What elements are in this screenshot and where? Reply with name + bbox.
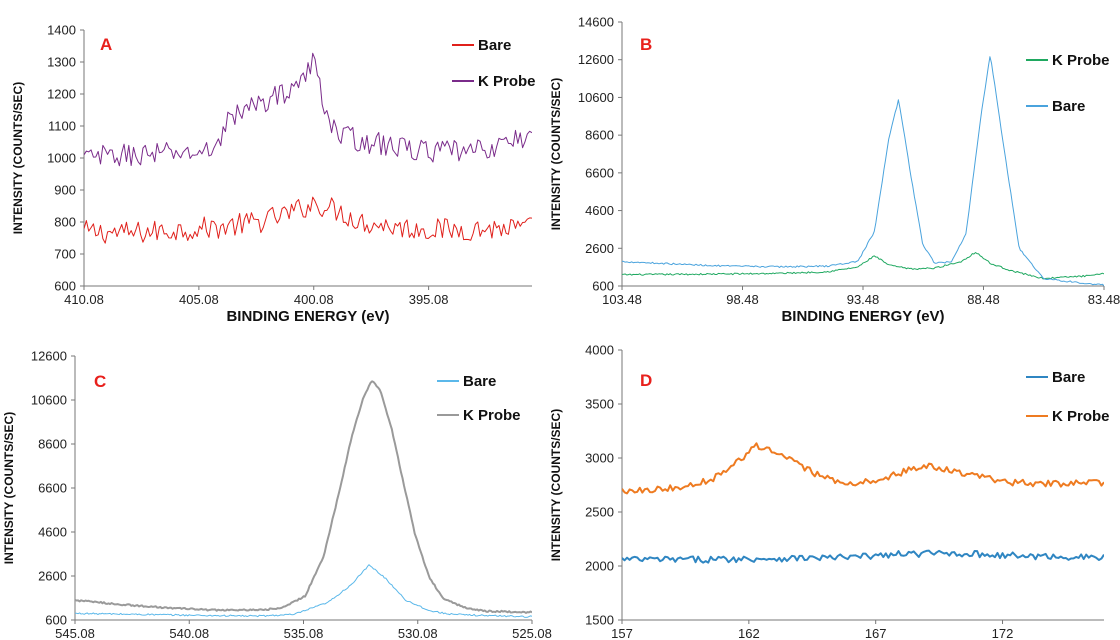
panel-letter: B [640,35,652,54]
panel-letter: C [94,372,106,391]
x-tick-label: 395.08 [409,292,449,307]
x-tick-label: 83.48 [1088,292,1120,307]
y-tick-label: 4000 [585,343,614,358]
chart-panel-C: 600 2600 4600 6600 8600 10600 12600 545.08 540.0… [2,349,552,640]
y-tick-label: 6600 [38,481,67,496]
y-tick-label: 1400 [47,23,76,38]
y-tick-label: 2600 [585,241,614,256]
chart-panel-D: 150020002500300035004000157162167172BIND… [549,343,1110,640]
y-tick-label: 1500 [585,613,614,628]
y-tick-label: 2600 [38,569,67,584]
series-line-k-probe [75,380,532,614]
x-tick-label: 93.48 [847,292,880,307]
x-tick-label: 540.08 [169,626,209,640]
y-tick-label: 2500 [585,505,614,520]
y-tick-label: 800 [54,215,76,230]
y-tick-label: 1300 [47,55,76,70]
x-tick-label: 88.48 [967,292,1000,307]
x-tick-label: 172 [992,626,1014,640]
legend-label: K Probe [1052,408,1110,425]
legend-label: K Probe [463,407,521,424]
legend-label: Bare [478,37,511,54]
y-tick-label: 8600 [585,128,614,143]
legend-label: Bare [463,373,496,390]
x-tick-label: 535.08 [284,626,324,640]
y-tick-label: 600 [592,279,614,294]
series-line-bare [622,56,1104,287]
series-line-bare [75,564,532,618]
chart-panel-B: 600 2600 4600 6600 8600 10600 12600 14600 103.48… [549,15,1120,326]
y-axis-title: INTENSITY (COUNTS/SEC) [549,78,563,230]
y-tick-label: 1100 [48,119,76,134]
y-tick-label: 14600 [578,15,614,30]
y-tick-label: 600 [54,279,76,294]
x-tick-label: 410.08 [64,292,104,307]
x-tick-label: 167 [865,626,887,640]
x-axis-title: BINDING ENERGY (eV) [781,308,944,325]
legend-label: K Probe [478,73,536,90]
x-axis-title: BINDING ENERGY (eV) [226,308,389,325]
x-tick-label: 103.48 [602,292,642,307]
y-axis-title: INTENSITY (COUNTS/SEC) [549,409,563,561]
legend-label: Bare [1052,98,1085,115]
x-tick-label: 530.08 [398,626,438,640]
y-tick-label: 12600 [31,349,67,364]
y-tick-label: 600 [45,613,67,628]
y-tick-label: 700 [54,247,76,262]
y-tick-label: 3500 [585,397,614,412]
y-tick-label: 12600 [578,52,614,67]
legend-label: K Probe [1052,52,1110,69]
legend-label: Bare [1052,369,1085,386]
y-tick-label: 10600 [578,90,614,105]
y-tick-label: 4600 [38,525,67,540]
y-tick-label: 2000 [585,559,614,574]
y-tick-label: 4600 [585,203,614,218]
x-tick-label: 405.08 [179,292,219,307]
y-tick-label: 900 [54,183,76,198]
x-tick-label: 545.08 [55,626,95,640]
y-tick-label: 1000 [47,151,76,166]
y-tick-label: 10600 [31,393,67,408]
y-axis-title: INTENSITY (COUNTS/SEC) [11,82,25,234]
chart-panel-A: 600 700 800 900 1000 1100 1200 1300 1400 410.08 40… [11,23,536,326]
series-line-k-probe [622,442,1104,495]
x-tick-label: 162 [738,626,760,640]
panel-letter: A [100,35,112,54]
series-line-bare [84,196,532,244]
series-line-bare [622,549,1104,564]
y-tick-label: 8600 [38,437,67,452]
y-tick-label: 1200 [47,87,76,102]
x-tick-label: 525.08 [512,626,552,640]
y-tick-label: 6600 [585,165,614,180]
x-tick-label: 400.08 [294,292,334,307]
y-tick-label: 3000 [585,451,614,466]
panel-letter: D [640,371,652,390]
series-line-k-probe [84,52,532,167]
series-line-k-probe [622,252,1104,280]
x-tick-label: 98.48 [726,292,759,307]
y-axis-title: INTENSITY (COUNTS/SEC) [2,412,16,564]
x-tick-label: 157 [611,626,633,640]
